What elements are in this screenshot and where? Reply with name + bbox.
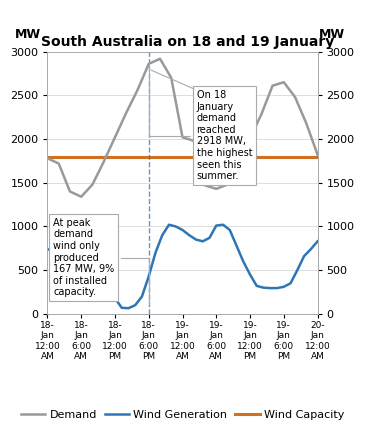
Title: South Australia on 18 and 19 January: South Australia on 18 and 19 January bbox=[41, 35, 335, 49]
Text: At peak
demand
wind only
produced
167 MW, 9%
of installed
capacity.: At peak demand wind only produced 167 MW… bbox=[53, 218, 149, 305]
Legend: Demand, Wind Generation, Wind Capacity: Demand, Wind Generation, Wind Capacity bbox=[16, 405, 349, 424]
Text: MW: MW bbox=[15, 28, 41, 41]
Text: On 18
January
demand
reached
2918 MW,
the highest
seen this
summer.: On 18 January demand reached 2918 MW, th… bbox=[149, 61, 252, 181]
Text: MW: MW bbox=[318, 28, 345, 41]
